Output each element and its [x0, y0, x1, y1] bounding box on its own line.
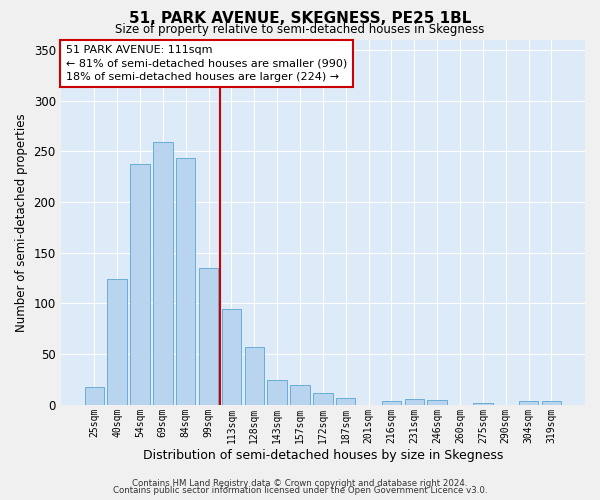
- Text: 51 PARK AVENUE: 111sqm
← 81% of semi-detached houses are smaller (990)
18% of se: 51 PARK AVENUE: 111sqm ← 81% of semi-det…: [66, 46, 347, 82]
- Text: Contains public sector information licensed under the Open Government Licence v3: Contains public sector information licen…: [113, 486, 487, 495]
- Bar: [427, 400, 447, 404]
- Bar: [313, 394, 332, 404]
- Text: Size of property relative to semi-detached houses in Skegness: Size of property relative to semi-detach…: [115, 22, 485, 36]
- Bar: [199, 268, 218, 404]
- Bar: [519, 402, 538, 404]
- Bar: [290, 386, 310, 404]
- Bar: [382, 402, 401, 404]
- Bar: [153, 142, 173, 404]
- Bar: [336, 398, 355, 404]
- Y-axis label: Number of semi-detached properties: Number of semi-detached properties: [15, 113, 28, 332]
- Bar: [542, 402, 561, 404]
- Text: 51, PARK AVENUE, SKEGNESS, PE25 1BL: 51, PARK AVENUE, SKEGNESS, PE25 1BL: [129, 11, 471, 26]
- Bar: [473, 402, 493, 404]
- Bar: [268, 380, 287, 404]
- Bar: [107, 279, 127, 404]
- Bar: [85, 388, 104, 404]
- Bar: [245, 347, 264, 405]
- X-axis label: Distribution of semi-detached houses by size in Skegness: Distribution of semi-detached houses by …: [143, 450, 503, 462]
- Bar: [221, 310, 241, 404]
- Bar: [130, 164, 149, 404]
- Bar: [176, 158, 196, 404]
- Bar: [404, 400, 424, 404]
- Text: Contains HM Land Registry data © Crown copyright and database right 2024.: Contains HM Land Registry data © Crown c…: [132, 478, 468, 488]
